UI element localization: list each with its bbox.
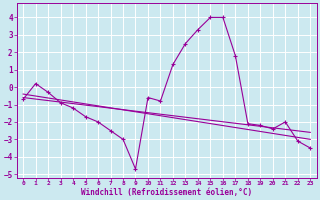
X-axis label: Windchill (Refroidissement éolien,°C): Windchill (Refroidissement éolien,°C) <box>81 188 252 197</box>
